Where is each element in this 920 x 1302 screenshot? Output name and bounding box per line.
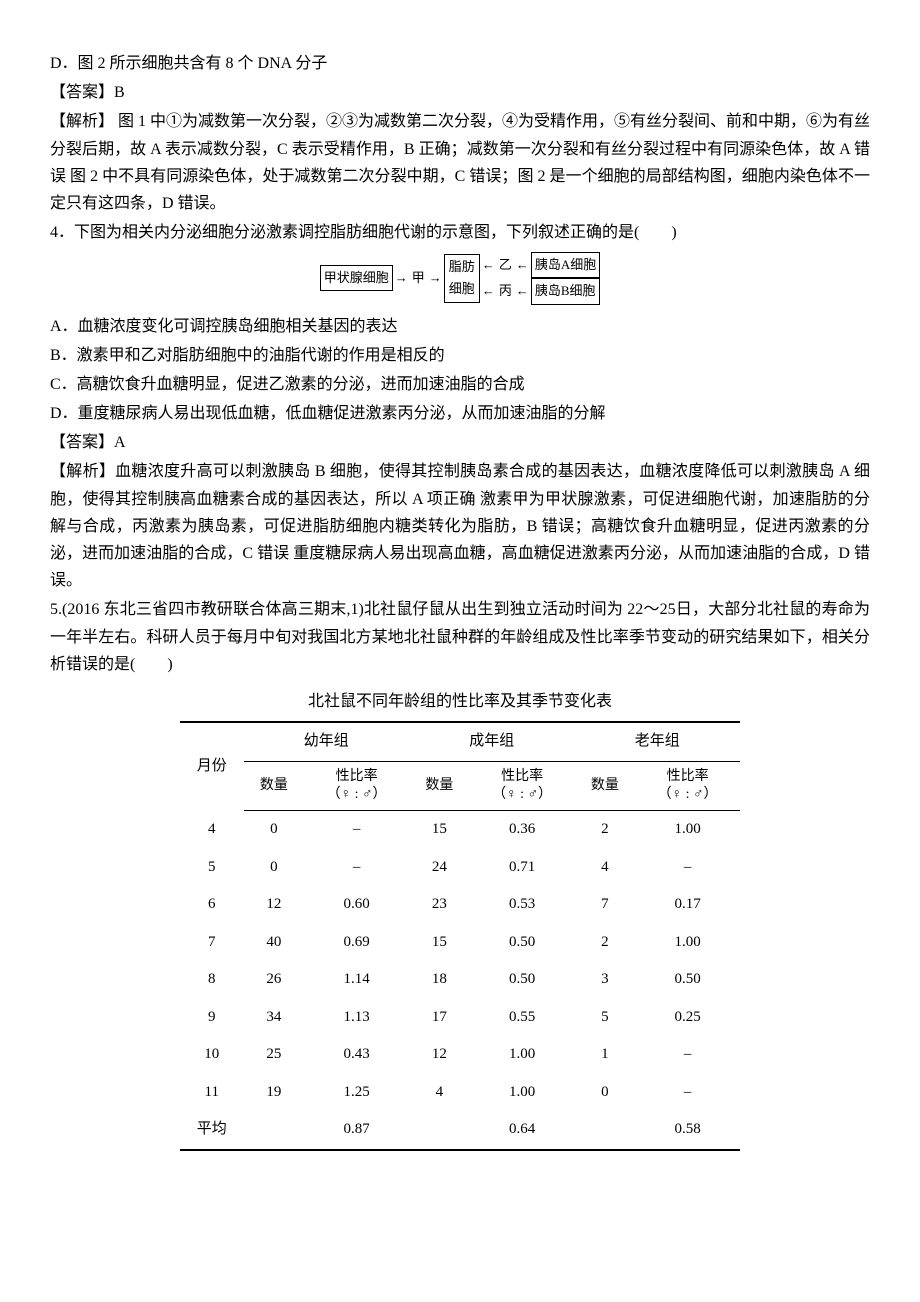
diagram-node-fat-bot: 细胞 [449,278,475,300]
q5-stem: 5.(2016 东北三省四市教研联合体高三期末,1)北社鼠仔鼠从出生到独立活动时… [50,596,870,678]
diagram-node-islet-a: 胰岛A细胞 [531,252,600,278]
th-month: 月份 [180,722,244,810]
arrow-left-icon: ← [480,280,497,302]
th-group-adult: 成年组 [409,722,574,761]
table-row: 8261.14180.5030.50 [180,961,740,999]
diagram-node-fat: 脂肪 细胞 [444,254,480,302]
table-row-avg: 平均 0.87 0.64 0.58 [180,1111,740,1150]
q3-option-d: D．图 2 所示细胞共含有 8 个 DNA 分子 [50,50,870,77]
table-row: 6120.60230.5370.17 [180,886,740,924]
arrow-right-icon: → [427,267,444,289]
diagram-node-islet-b: 胰岛B细胞 [531,278,600,304]
arrow-left-icon: ← [514,254,531,276]
arrow-left-icon: ← [514,280,531,302]
th-ratio-sym: （♀ : ♂） [643,786,732,804]
th-ratio-sym: （♀ : ♂） [478,786,567,804]
q4-stem: 4．下图为相关内分泌细胞分泌激素调控脂肪细胞代谢的示意图，下列叙述正确的是( ) [50,219,870,246]
th-ratio: 性比率 （♀ : ♂） [304,761,409,810]
diagram-node-thyroid: 甲状腺细胞 [320,265,393,291]
q4-option-a: A．血糖浓度变化可调控胰岛细胞相关基因的表达 [50,313,870,340]
q5-table-title: 北社鼠不同年龄组的性比率及其季节变化表 [50,688,870,715]
diagram-label-yi: 乙 [497,254,514,276]
th-count: 数量 [574,761,635,810]
q4-option-d: D．重度糖尿病人易出现低血糖，低血糖促进激素丙分泌，从而加速油脂的分解 [50,400,870,427]
table-row: 40–150.3621.00 [180,811,740,849]
q4-option-b: B．激素甲和乙对脂肪细胞中的油脂代谢的作用是相反的 [50,342,870,369]
q4-explain: 【解析】血糖浓度升高可以刺激胰岛 B 细胞，使得其控制胰岛素合成的基因表达，血糖… [50,458,870,594]
th-ratio: 性比率 （♀ : ♂） [635,761,740,810]
table-row: 7400.69150.5021.00 [180,924,740,962]
table-row: 11191.2541.000– [180,1074,740,1112]
diagram-label-bing: 丙 [497,280,514,302]
table-row: 10250.43121.001– [180,1036,740,1074]
page: D．图 2 所示细胞共含有 8 个 DNA 分子 【答案】B 【解析】 图 1 … [0,0,920,1221]
th-ratio-sym: （♀ : ♂） [312,786,401,804]
table-row: 9341.13170.5550.25 [180,999,740,1037]
q5-table-body: 40–150.3621.00 50–240.714– 6120.60230.53… [180,811,740,1150]
q3-answer: 【答案】B [50,79,870,106]
th-ratio-label: 性比率 [478,768,567,786]
th-ratio: 性比率 （♀ : ♂） [470,761,575,810]
th-group-old: 老年组 [574,722,740,761]
th-count: 数量 [409,761,470,810]
q3-explain: 【解析】 图 1 中①为减数第一次分裂，②③为减数第二次分裂，④为受精作用，⑤有… [50,108,870,217]
q4-answer: 【答案】A [50,429,870,456]
arrow-left-icon: ← [480,254,497,276]
th-group-young: 幼年组 [244,722,409,761]
table-row: 50–240.714– [180,849,740,887]
arrow-right-icon: → [393,267,410,289]
q5-table: 月份 幼年组 成年组 老年组 数量 性比率 （♀ : ♂） 数量 性比率 （♀ … [180,721,740,1150]
q4-diagram: 甲状腺细胞 → 甲 → 脂肪 细胞 ← 乙 ← 胰岛A细胞 ← 丙 ← 胰岛B细… [50,252,870,304]
diagram-label-jia: 甲 [410,267,427,289]
th-ratio-label: 性比率 [312,768,401,786]
q4-option-c: C．高糖饮食升血糖明显，促进乙激素的分泌，进而加速油脂的合成 [50,371,870,398]
th-ratio-label: 性比率 [643,768,732,786]
th-count: 数量 [244,761,305,810]
diagram-node-fat-top: 脂肪 [449,256,475,278]
